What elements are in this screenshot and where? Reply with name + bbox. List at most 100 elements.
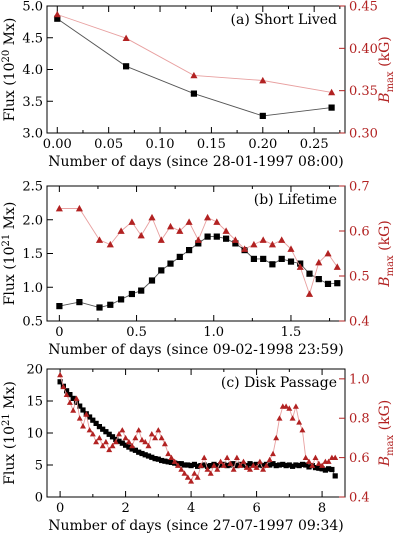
bmax-point xyxy=(319,462,326,468)
flux-point xyxy=(280,461,286,467)
flux-point xyxy=(188,463,194,469)
bmax-point xyxy=(259,236,267,243)
x-axis-label: Number of days (since 27-07-1997 09:34) xyxy=(48,518,344,534)
bmax-point xyxy=(231,236,239,243)
flux-point xyxy=(273,463,279,469)
flux-point xyxy=(96,304,103,311)
bmax-point xyxy=(66,399,73,405)
bmax-point xyxy=(128,218,136,225)
bmax-point xyxy=(167,222,175,230)
flux-point xyxy=(145,453,152,459)
flux-point xyxy=(306,270,313,277)
bmax-point xyxy=(213,218,221,225)
y-right-tick-label: 1.0 xyxy=(349,372,370,387)
x-tick-label: 4 xyxy=(187,501,195,516)
flux-point xyxy=(93,420,99,426)
bmax-point xyxy=(76,415,83,421)
bmax-point xyxy=(292,403,299,409)
flux-point xyxy=(64,388,70,394)
bmax-point xyxy=(273,434,280,441)
bmax-point xyxy=(129,442,136,449)
y-left-axis-label: Flux (1021 Mx) xyxy=(1,202,18,306)
y-left-tick-label: 0 xyxy=(35,491,43,506)
bmax-point xyxy=(106,240,114,248)
flux-point xyxy=(152,456,158,462)
bmax-point xyxy=(224,454,231,460)
flux-point xyxy=(201,462,207,468)
bmax-point xyxy=(243,464,250,470)
bmax-point xyxy=(137,231,145,239)
flux-point xyxy=(103,429,109,435)
bmax-point xyxy=(260,466,267,472)
bmax-point xyxy=(302,454,309,460)
bmax-point xyxy=(268,240,276,248)
flux-point xyxy=(204,463,211,469)
y-right-label-main: B xyxy=(377,456,393,467)
flux-point xyxy=(165,459,171,465)
bmax-point xyxy=(99,442,106,449)
series-line-flux xyxy=(59,236,338,308)
bmax-point xyxy=(220,462,227,468)
flux-point xyxy=(204,233,211,240)
flux-point xyxy=(123,442,129,448)
x-tick-label: 0.20 xyxy=(248,137,277,152)
x-tick-label: 0.00 xyxy=(43,137,72,152)
bmax-point xyxy=(125,438,132,445)
flux-point xyxy=(56,303,63,310)
bmax-point xyxy=(233,454,240,460)
bmax-point xyxy=(132,434,139,441)
bmax-point xyxy=(86,427,93,433)
y-left-tick-label: 1.5 xyxy=(22,247,43,262)
bmax-point xyxy=(241,245,249,252)
bmax-point xyxy=(276,415,283,421)
bmax-point xyxy=(89,431,96,437)
flux-point xyxy=(159,457,165,464)
y-left-axis-label: Flux (1021 Mx) xyxy=(1,381,18,485)
x-tick-label: 0 xyxy=(56,501,64,516)
flux-point xyxy=(329,466,335,473)
y-left-label-main: Flux (10 xyxy=(2,63,18,122)
flux-point xyxy=(119,440,125,446)
bmax-point xyxy=(93,438,100,445)
x-tick-label: 0 xyxy=(55,325,63,340)
bmax-point xyxy=(60,383,67,390)
flux-point xyxy=(116,438,122,444)
y-left-tick-label: 0.5 xyxy=(22,315,43,330)
flux-point xyxy=(334,280,341,287)
bmax-point xyxy=(296,419,303,425)
y-left-label-tail: Mx) xyxy=(2,202,18,234)
flux-point xyxy=(322,467,328,473)
flux-point xyxy=(149,454,155,460)
bmax-point xyxy=(325,458,332,464)
bmax-point xyxy=(96,434,103,441)
y-right-tick-label: 0.6 xyxy=(349,451,370,466)
flux-point xyxy=(155,456,161,462)
y-right-label-main: B xyxy=(377,92,393,103)
y-right-axis-label: Bmax (kG) xyxy=(377,400,396,467)
flux-point xyxy=(96,424,102,430)
panel-1: 0.00 0.05 0.10 0.15 0.20 0.25 3.0 3.5 4.0 4.5 5.0 0… xyxy=(1,0,396,170)
bmax-point xyxy=(190,71,198,79)
bmax-point xyxy=(263,462,270,468)
bmax-point xyxy=(161,440,168,447)
flux-point xyxy=(283,463,289,469)
panel-3: 0 2 4 6 8 0 5 10 15 20 0.4 0.6 0.8 1.0 (c) Disk Passag… xyxy=(1,363,396,534)
flux-point xyxy=(270,461,276,467)
bmax-point xyxy=(157,236,165,243)
x-tick-label: 2 xyxy=(121,501,129,516)
y-right-tick-label: 0.4 xyxy=(349,491,370,506)
bmax-point xyxy=(250,240,258,248)
y-right-label-main: B xyxy=(377,276,393,287)
bmax-point xyxy=(315,258,323,266)
bmax-point xyxy=(117,227,125,234)
flux-point xyxy=(218,462,224,468)
flux-point xyxy=(186,247,193,254)
flux-point xyxy=(278,255,285,262)
bmax-point xyxy=(178,466,185,472)
flux-point xyxy=(178,461,184,467)
bmax-point xyxy=(278,236,286,243)
x-tick-label: 1.0 xyxy=(203,325,224,340)
x-tick-label: 0.25 xyxy=(300,137,329,152)
flux-point xyxy=(67,392,73,398)
y-left-tick-label: 2.0 xyxy=(22,213,43,228)
